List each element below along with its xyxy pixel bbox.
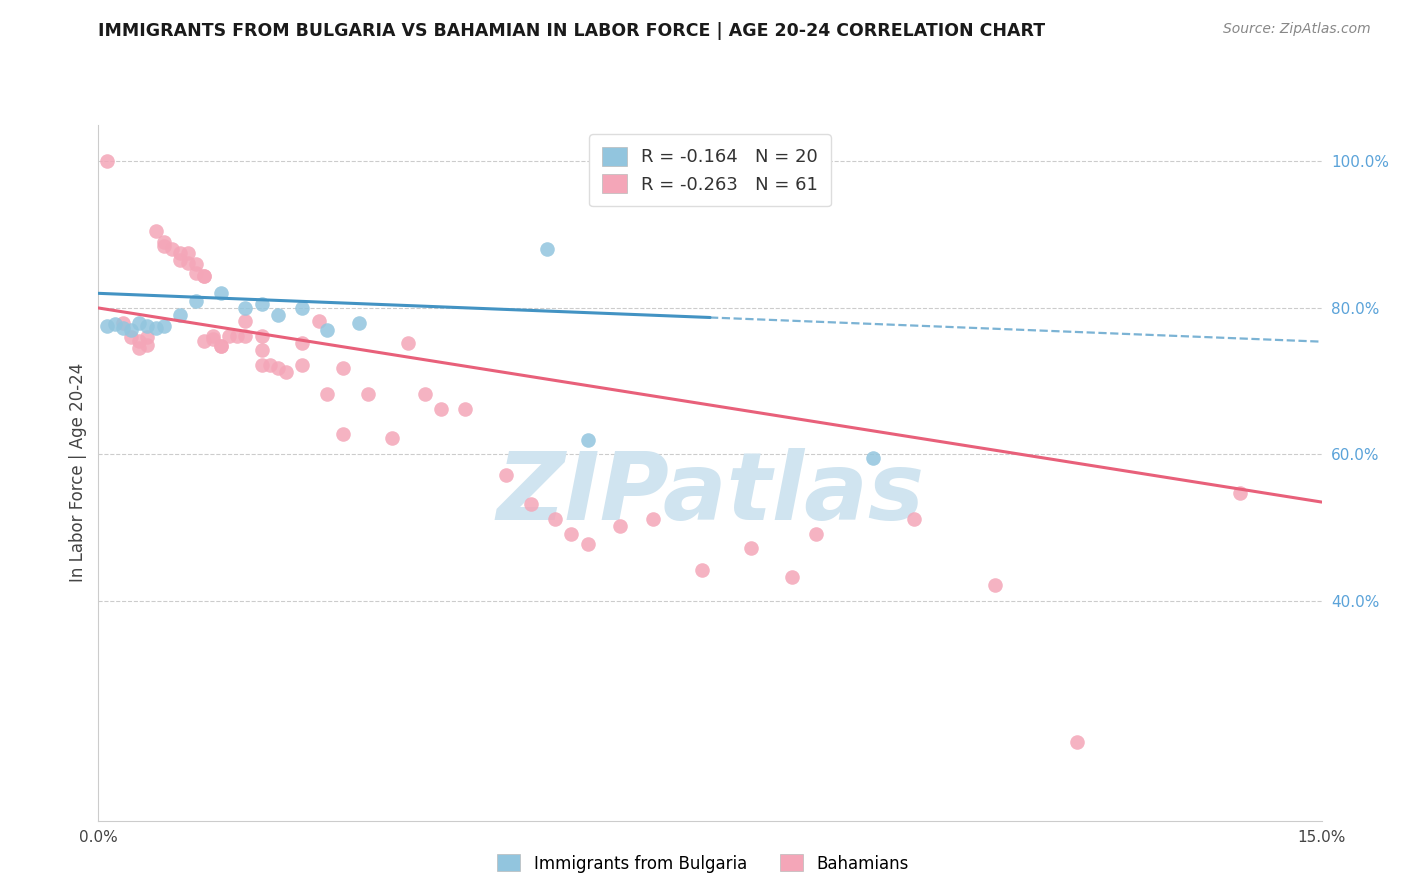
Point [152, 238, 174, 252]
Point [315, 323, 337, 337]
Point [128, 334, 150, 348]
Point [169, 253, 191, 268]
Point [201, 332, 224, 346]
Point [136, 330, 159, 344]
Point [233, 301, 256, 315]
Point [430, 402, 453, 417]
Point [291, 336, 314, 351]
Point [274, 366, 297, 380]
Point [169, 246, 191, 260]
Point [413, 387, 436, 401]
Point [903, 512, 925, 526]
Point [740, 541, 762, 556]
Point [536, 243, 558, 257]
Point [267, 308, 290, 322]
Point [454, 402, 477, 417]
Point [349, 316, 371, 330]
Point [780, 570, 803, 584]
Point [576, 433, 599, 447]
Point [544, 512, 567, 526]
Point [152, 235, 174, 249]
Point [381, 431, 404, 445]
Point [209, 339, 232, 353]
Point [96, 319, 118, 334]
Point [136, 337, 159, 351]
Point [120, 330, 142, 344]
Point [291, 358, 314, 372]
Point [576, 537, 599, 551]
Legend: R = -0.164   N = 20, R = -0.263   N = 61: R = -0.164 N = 20, R = -0.263 N = 61 [589, 134, 831, 206]
Point [177, 255, 200, 269]
Point [104, 317, 127, 331]
Point [259, 358, 281, 372]
Point [250, 297, 273, 311]
Point [315, 387, 337, 401]
Point [193, 269, 215, 284]
Point [186, 257, 208, 271]
Point [641, 512, 664, 526]
Text: IMMIGRANTS FROM BULGARIA VS BAHAMIAN IN LABOR FORCE | AGE 20-24 CORRELATION CHAR: IMMIGRANTS FROM BULGARIA VS BAHAMIAN IN … [98, 22, 1046, 40]
Point [177, 246, 200, 260]
Point [233, 328, 256, 343]
Point [291, 301, 314, 315]
Point [186, 293, 208, 308]
Point [396, 336, 419, 351]
Point [267, 361, 290, 376]
Point [169, 308, 191, 322]
Point [152, 318, 174, 333]
Point [96, 154, 118, 169]
Point [332, 361, 354, 376]
Text: ZIPatlas: ZIPatlas [496, 448, 924, 540]
Point [193, 334, 215, 348]
Point [160, 243, 183, 257]
Point [233, 314, 256, 328]
Point [226, 328, 249, 343]
Point [308, 314, 330, 328]
Point [145, 320, 167, 334]
Point [862, 451, 884, 466]
Point [984, 578, 1007, 592]
Point [145, 224, 167, 238]
Point [201, 328, 224, 343]
Point [250, 358, 273, 372]
Point [250, 343, 273, 358]
Point [136, 319, 159, 334]
Point [332, 426, 354, 441]
Point [804, 526, 827, 541]
Point [209, 286, 232, 301]
Text: Source: ZipAtlas.com: Source: ZipAtlas.com [1223, 22, 1371, 37]
Point [111, 316, 134, 330]
Point [356, 387, 378, 401]
Legend: Immigrants from Bulgaria, Bahamians: Immigrants from Bulgaria, Bahamians [491, 847, 915, 880]
Point [186, 266, 208, 280]
Point [1229, 485, 1251, 500]
Point [209, 339, 232, 353]
Point [128, 316, 150, 330]
Point [120, 323, 142, 337]
Point [560, 526, 582, 541]
Point [111, 321, 134, 335]
Point [690, 563, 713, 577]
Point [1066, 734, 1088, 748]
Point [250, 328, 273, 343]
Point [218, 328, 240, 343]
Point [609, 519, 631, 533]
Point [128, 341, 150, 355]
Point [495, 467, 517, 482]
Point [193, 269, 215, 284]
Point [519, 497, 541, 511]
Y-axis label: In Labor Force | Age 20-24: In Labor Force | Age 20-24 [69, 363, 87, 582]
